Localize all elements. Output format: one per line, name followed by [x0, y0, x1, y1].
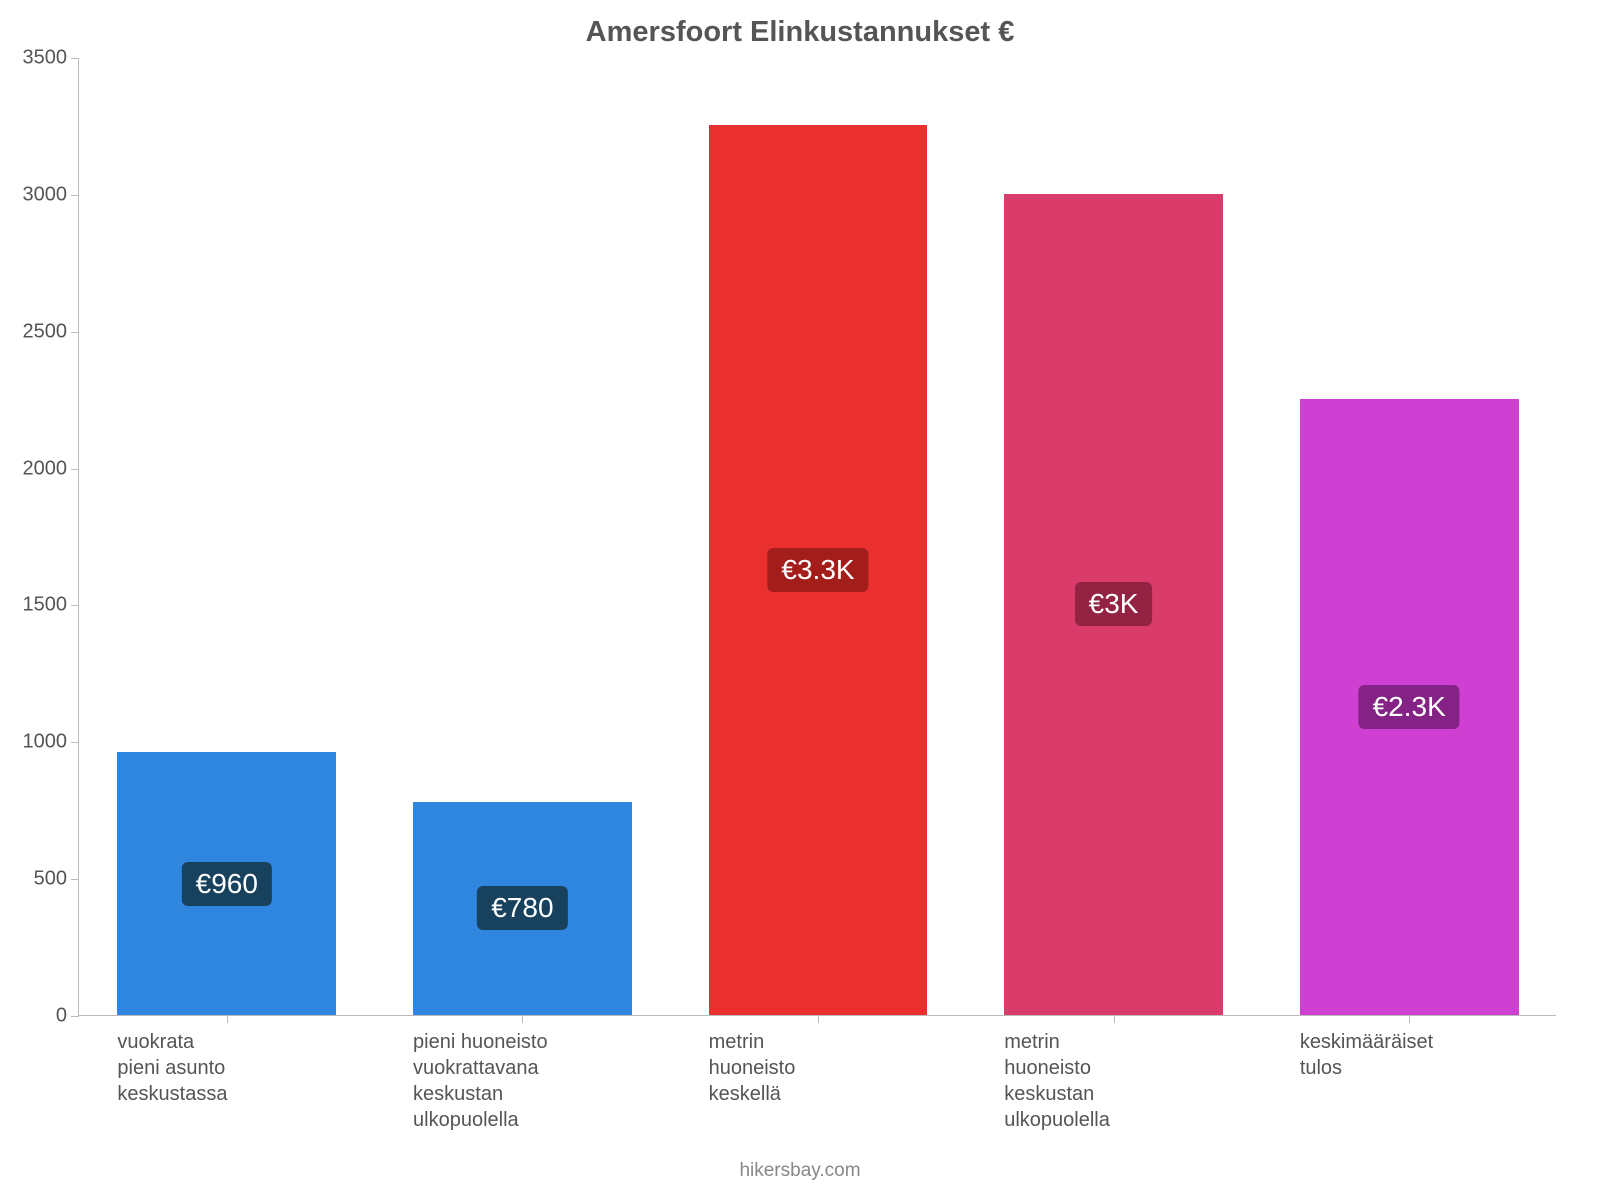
- ytick-label: 0: [56, 1005, 79, 1028]
- bar-value-badge: €3.3K: [767, 548, 868, 592]
- cost-of-living-chart: Amersfoort Elinkustannukset € 0500100015…: [0, 0, 1600, 1200]
- ytick-label: 2500: [23, 320, 80, 343]
- xtick-mark: [522, 1015, 523, 1023]
- bar: €3K: [1004, 194, 1223, 1015]
- bar: €2.3K: [1300, 399, 1519, 1015]
- bar-category-label: keskimääräisettulos: [1300, 1029, 1549, 1081]
- bar-category-label: pieni huoneistovuokrattavanakeskustanulk…: [413, 1029, 662, 1133]
- bar-category-label: vuokratapieni asuntokeskustassa: [117, 1029, 366, 1107]
- ytick-label: 3500: [23, 47, 80, 70]
- ytick-label: 1000: [23, 731, 80, 754]
- bar-value-badge: €2.3K: [1359, 685, 1460, 729]
- ytick-label: 1500: [23, 594, 80, 617]
- bar-value-badge: €3K: [1075, 582, 1153, 626]
- plot-area: 0500100015002000250030003500€960vuokrata…: [78, 58, 1556, 1016]
- bar: €3.3K: [709, 125, 928, 1015]
- source-attribution: hikersbay.com: [0, 1160, 1600, 1182]
- ytick-label: 3000: [23, 183, 80, 206]
- chart-title: Amersfoort Elinkustannukset €: [0, 16, 1600, 49]
- xtick-mark: [1409, 1015, 1410, 1023]
- bar-category-label: metrinhuoneistokeskustanulkopuolella: [1004, 1029, 1253, 1133]
- bar: €960: [117, 752, 336, 1015]
- ytick-label: 500: [34, 868, 79, 891]
- xtick-mark: [227, 1015, 228, 1023]
- bar: €780: [413, 802, 632, 1015]
- bar-value-badge: €960: [182, 862, 272, 906]
- bar-category-label: metrinhuoneistokeskellä: [709, 1029, 958, 1107]
- xtick-mark: [818, 1015, 819, 1023]
- ytick-label: 2000: [23, 457, 80, 480]
- bar-value-badge: €780: [477, 886, 567, 930]
- xtick-mark: [1114, 1015, 1115, 1023]
